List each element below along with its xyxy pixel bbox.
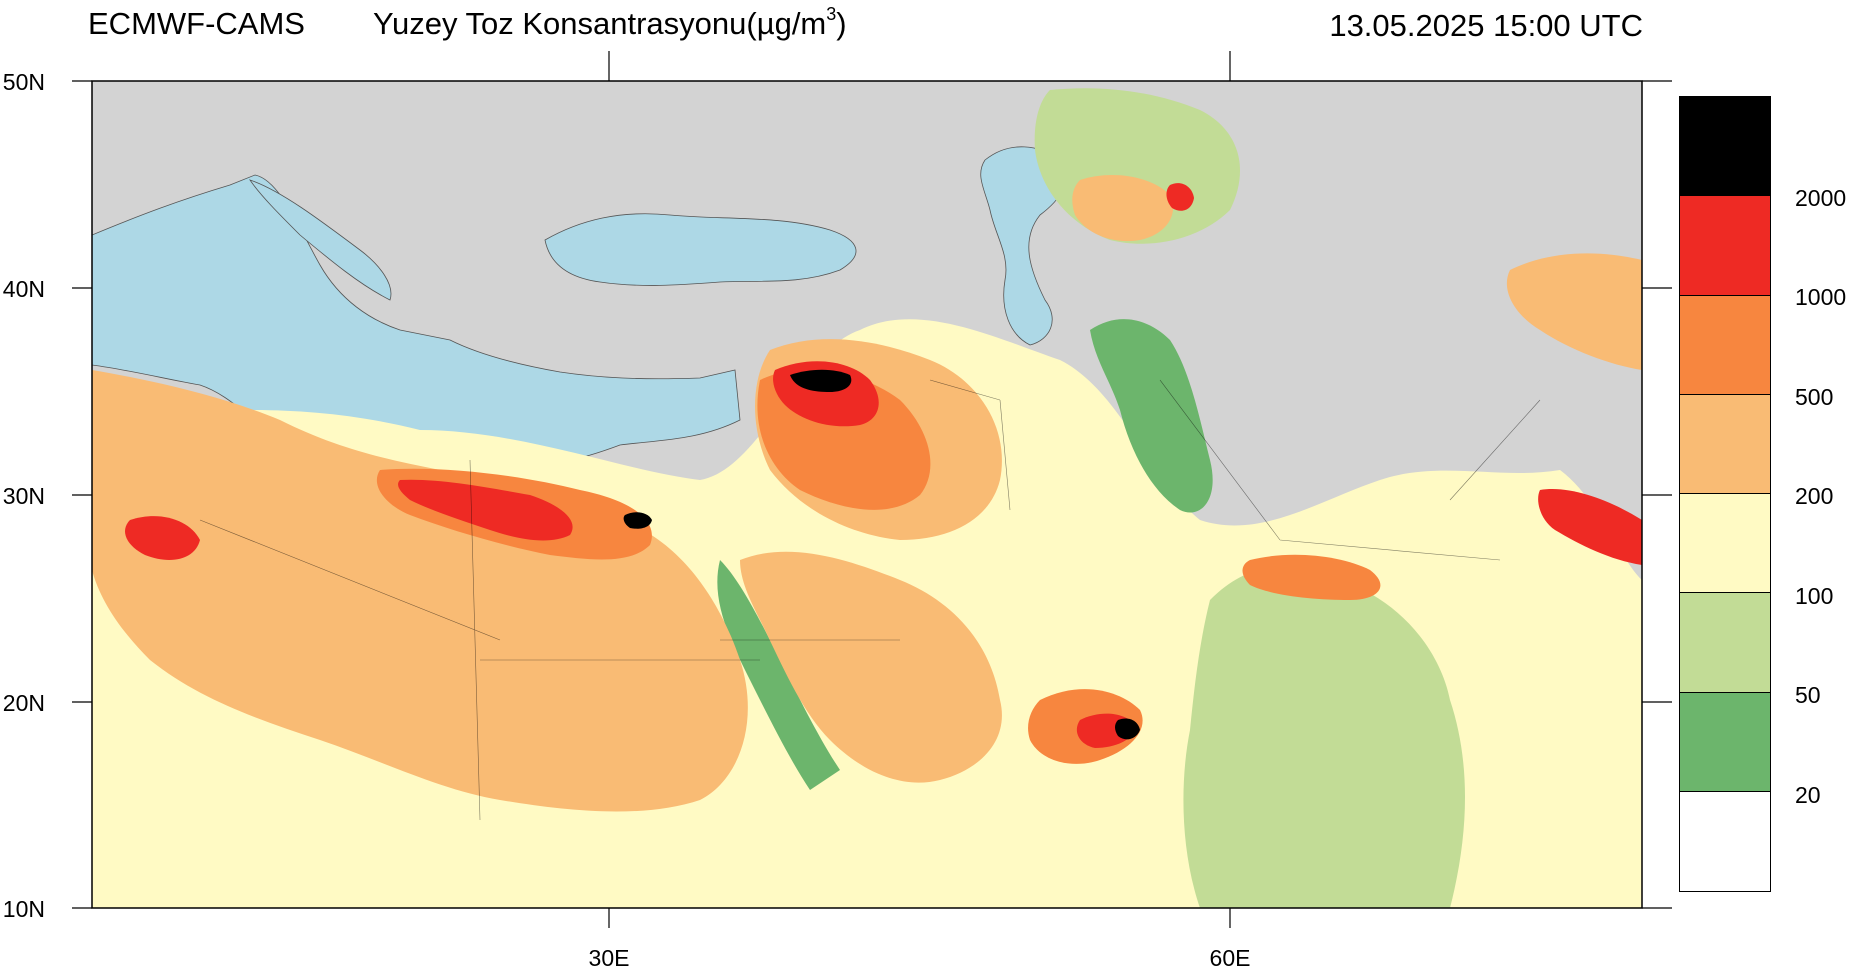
lat-label-40n: 40N (2, 276, 45, 302)
legend-level-200: 200 (1795, 483, 1834, 509)
contour-2000-egypt (623, 512, 652, 529)
lat-label-20n: 20N (2, 690, 45, 716)
adriatic-sea (249, 179, 392, 301)
contour-500-central-asia (1506, 253, 1642, 370)
dust-contours (92, 88, 1642, 908)
legend-swatch (1680, 692, 1770, 792)
lon-label-30e: 30E (588, 945, 630, 971)
legend-level-500: 500 (1795, 384, 1834, 410)
contour-1000-india (1538, 489, 1642, 565)
legend-level-20: 20 (1795, 782, 1821, 808)
contour-200-africa (92, 370, 748, 812)
contour-2000-oman (1115, 718, 1140, 740)
legend-level-2000: 2000 (1795, 185, 1847, 211)
variable-title: Yuzey Toz Konsantrasyonu(µg/m3) (373, 4, 847, 42)
contour-1000-central-asia (1166, 183, 1194, 211)
contour-20-band-red-sea (717, 560, 840, 790)
concentration-legend (1679, 96, 1771, 892)
lat-label-10n: 10N (2, 896, 45, 922)
variable-title-text: Yuzey Toz Konsantrasyonu(µg/m (373, 6, 827, 41)
lon-label-60e: 60E (1209, 945, 1251, 971)
legend-swatch (1680, 196, 1770, 296)
lat-label-30n: 30N (2, 483, 45, 509)
legend-swatch (1680, 97, 1770, 197)
model-source-title: ECMWF-CAMS (88, 6, 305, 41)
legend-swatch (1680, 494, 1770, 594)
contour-2000-iraq (790, 369, 852, 392)
contour-1000-sahara (125, 516, 200, 560)
graticule (199, 379, 1541, 821)
legend-level-50: 50 (1795, 682, 1821, 708)
legend-swatch (1680, 394, 1770, 494)
contour-200-central-asia (1072, 175, 1174, 242)
contour-200-arabia (740, 551, 1002, 783)
contour-20-band (1090, 319, 1213, 513)
contour-1000-egypt (398, 479, 573, 541)
legend-swatch (1680, 593, 1770, 693)
unit-superscript: 3 (826, 4, 837, 24)
legend-level-100: 100 (1795, 583, 1834, 609)
variable-title-close: ) (836, 6, 847, 41)
black-sea (544, 213, 857, 286)
contour-500-pakistan (1242, 554, 1381, 600)
legend-swatch (1680, 295, 1770, 395)
lat-label-50n: 50N (2, 69, 45, 95)
legend-swatch (1680, 791, 1770, 891)
border-lines (199, 379, 1541, 821)
map-plot-area (92, 81, 1642, 908)
valid-time-title: 13.05.2025 15:00 UTC (1329, 8, 1643, 43)
legend-level-1000: 1000 (1795, 284, 1847, 310)
axis-ticks (72, 51, 1672, 928)
contour-50-band (1183, 566, 1465, 908)
